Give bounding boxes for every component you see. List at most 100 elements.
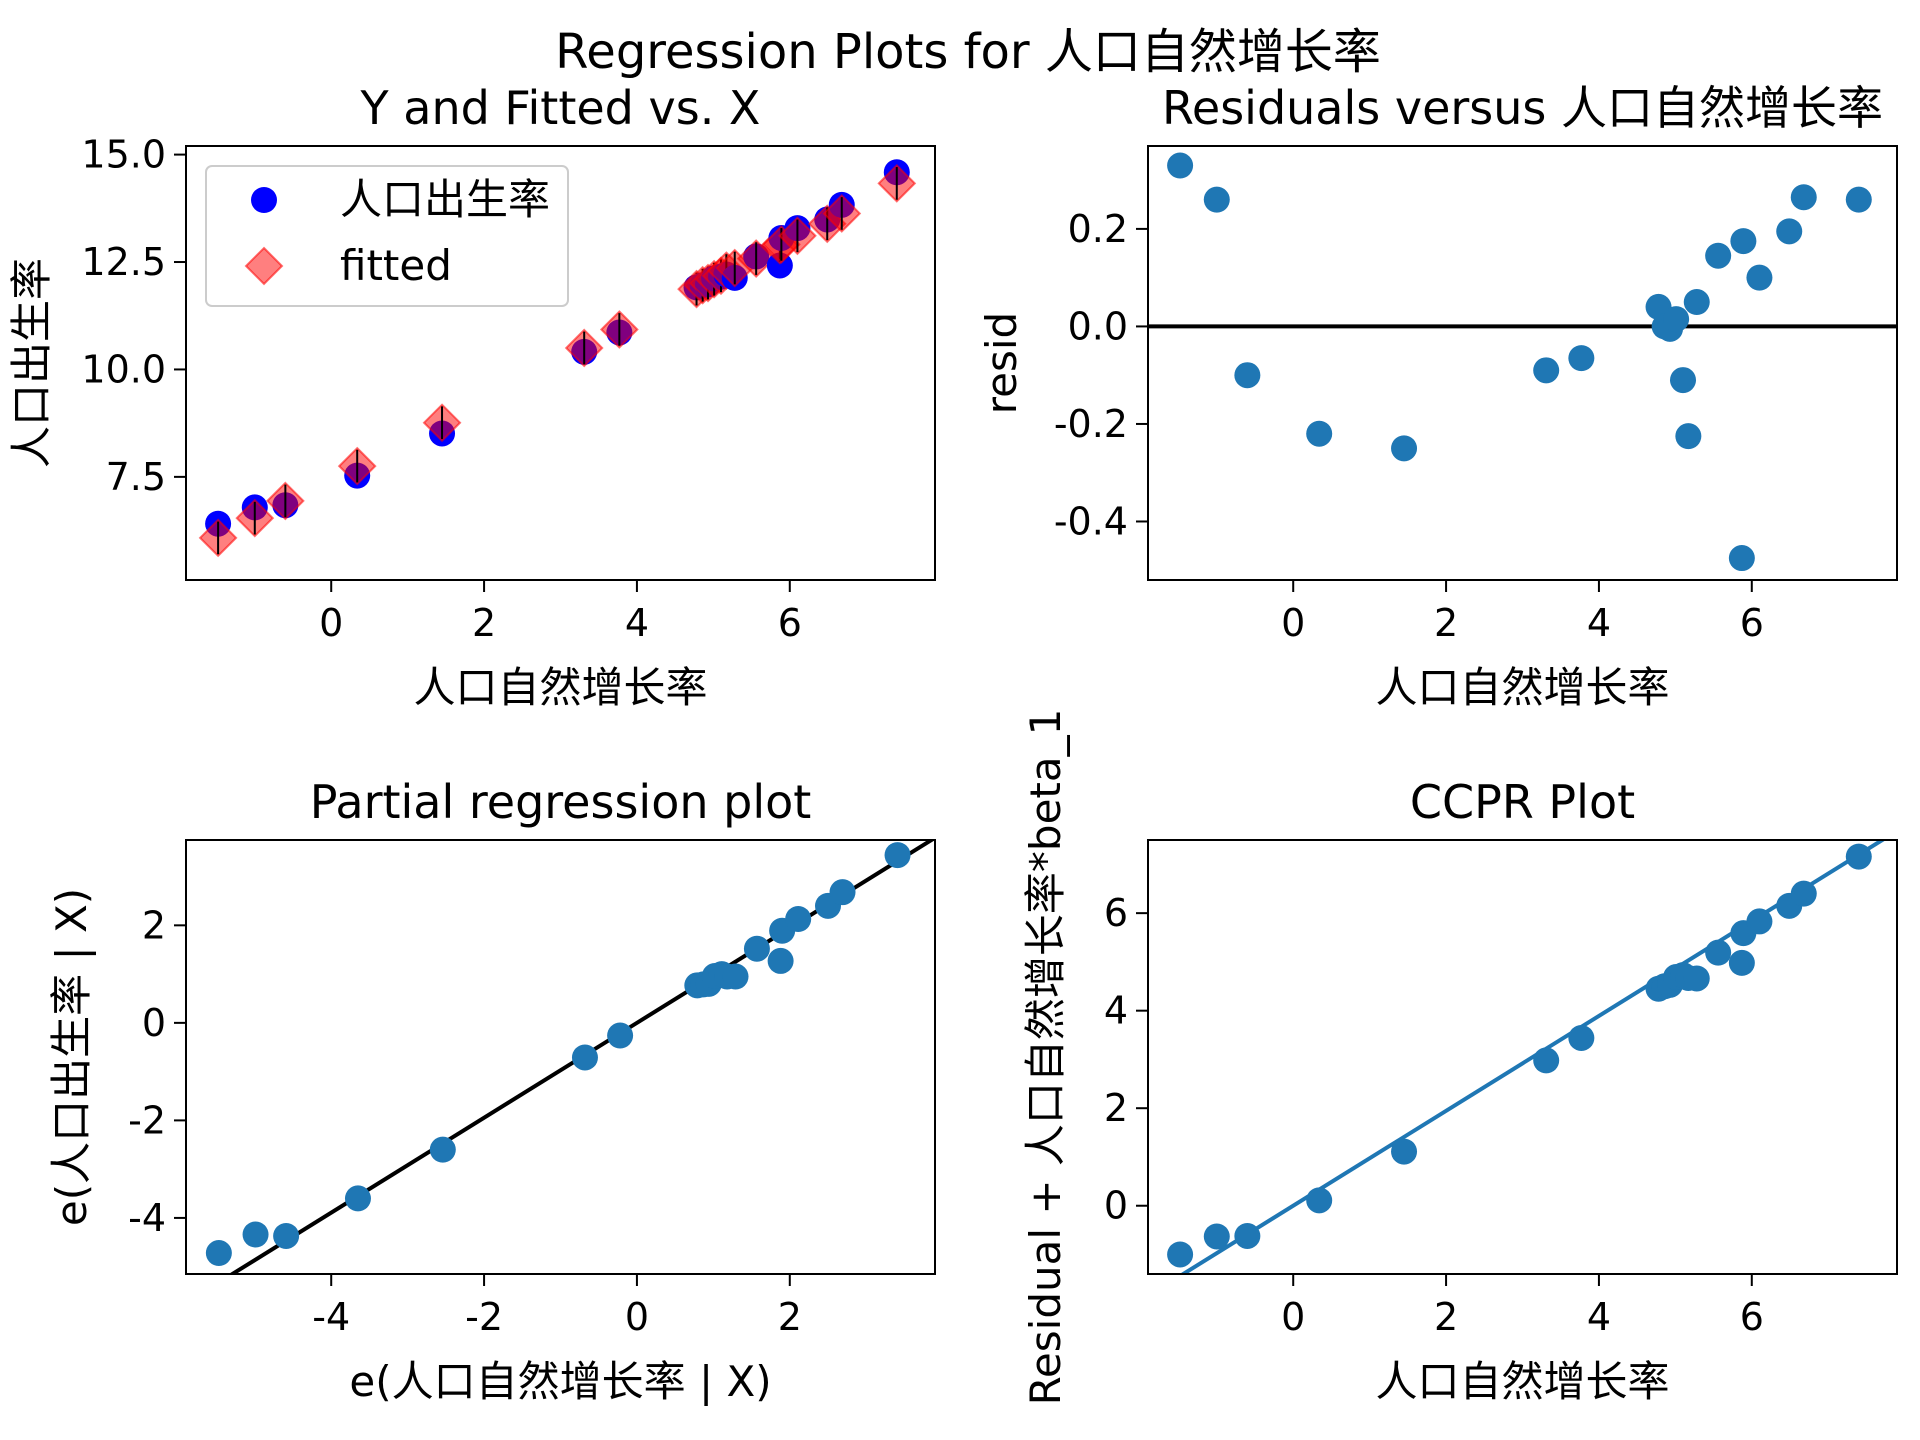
y-axis-label: resid [977,312,1026,414]
data-point [1391,1138,1418,1165]
data-point [743,935,770,962]
data-point [1203,1223,1230,1250]
data-point [273,1222,300,1249]
subplot-title: Partial regression plot [310,775,812,829]
data-point [1568,345,1595,372]
data-layer [198,159,917,558]
data-point [1306,420,1333,447]
data-point [829,879,856,906]
data-point [1568,1024,1595,1051]
x-tick-label: 0 [1281,601,1305,645]
data-point [1533,1047,1560,1074]
data-point [1234,1222,1261,1249]
data-point [429,1136,456,1163]
y-tick-label: 4 [1104,989,1128,1033]
x-tick-label: 2 [472,601,496,645]
data-point [1728,545,1755,572]
data-point [1167,1241,1194,1268]
data-point [1391,435,1418,462]
data-point [1663,306,1690,333]
legend-marker-fitted [244,246,284,286]
data-point [205,1240,232,1267]
data-point [1203,186,1230,213]
legend-label-observed: 人口出生率 [340,175,550,224]
x-tick-label: 2 [778,1295,802,1339]
x-axis-label: 人口自然增长率 [1375,1357,1669,1406]
data-point [1845,186,1872,213]
x-tick-label: 0 [1281,1295,1305,1339]
x-tick-label: 2 [1434,601,1458,645]
x-tick-label: 0 [625,1295,649,1339]
data-point [1533,357,1560,384]
data-point [1167,152,1194,179]
subplot-title: CCPR Plot [1410,775,1635,829]
y-axis-label: Residual + 人口自然增长率*beta_1 [1021,709,1070,1406]
panel-y-and-fitted: Y and Fitted vs. X 0 2 4 6 7.5 10.0 12.5 15.0 人口自… [7,81,936,712]
data-point [1776,218,1803,245]
y-tick-label: 12.5 [81,240,166,284]
legend-label-fitted: fitted [340,241,452,290]
x-axis-label: 人口自然增长率 [1375,663,1669,712]
x-tick-label: 4 [1587,601,1611,645]
data-point [1705,242,1732,269]
y-tick-label: -4 [128,1196,166,1240]
y-tick-label: 0.0 [1068,304,1128,348]
y-tick-label: -0.4 [1054,499,1128,543]
data-point [607,1022,634,1049]
x-axis-label: 人口自然增长率 [413,663,707,712]
subplot-title: Y and Fitted vs. X [360,81,761,135]
x-tick-label: 0 [319,601,343,645]
data-point [1845,843,1872,870]
y-tick-label: 0 [142,1001,166,1045]
figure-title: Regression Plots for 人口自然增长率 [555,24,1381,80]
x-tick-label: 6 [1740,601,1764,645]
data-point [1234,362,1261,389]
data-point [571,1044,598,1071]
data-point [1746,264,1773,291]
x-tick-label: 4 [1587,1295,1611,1339]
y-tick-label: -0.2 [1054,402,1128,446]
data-point [1728,949,1755,976]
data-point [1730,228,1757,255]
y-tick-label: 7.5 [106,455,166,499]
x-tick-label: 6 [778,601,802,645]
axes-frame [185,145,936,581]
y-tick-label: 6 [1104,891,1128,935]
y-axis-label: 人口出生率 [7,258,56,468]
data-point [1790,184,1817,211]
data-layer [1148,152,1897,572]
data-point [1790,880,1817,907]
data-point [785,905,812,932]
y-tick-label: 0 [1104,1184,1128,1228]
data-point [722,963,749,990]
panel-residuals: Residuals versus 人口自然增长率 0 2 4 6 -0.4 -0.2 0.0 0… [977,81,1898,712]
subplot-title: Residuals versus 人口自然增长率 [1162,81,1883,135]
data-point [767,947,794,974]
data-point [1683,965,1710,992]
data-point [1683,289,1710,316]
x-tick-label: -2 [465,1295,503,1339]
y-tick-label: 15.0 [81,133,166,177]
x-tick-label: 6 [1740,1295,1764,1339]
data-layer [1167,840,1887,1274]
data-point [242,1221,269,1248]
panel-partial-regression: Partial regression plot-4 -2 0 2-4-202e(人口自… [47,775,936,1406]
axes-frame [1147,145,1898,581]
data-point [884,842,911,869]
data-point [344,1185,371,1212]
data-point [1306,1187,1333,1214]
y-tick-label: 2 [1104,1086,1128,1130]
y-tick-label: 10.0 [81,347,166,391]
data-point [1746,908,1773,935]
y-tick-label: -2 [128,1098,166,1142]
legend-box [205,165,569,307]
observed-point [766,252,793,279]
axes-frame [185,839,936,1275]
y-tick-label: 0.2 [1068,207,1128,251]
x-axis-label: e(人口自然增长率 | X) [349,1357,771,1406]
data-point [1705,939,1732,966]
panel-ccpr: CCPR Plot 0 2 4 6 0 2 4 6 人口自然增长率 Residual + 人口自然增… [1021,709,1898,1406]
legend-marker-observed [251,187,277,213]
y-axis-label: e(人口出生率 | X) [47,888,96,1226]
